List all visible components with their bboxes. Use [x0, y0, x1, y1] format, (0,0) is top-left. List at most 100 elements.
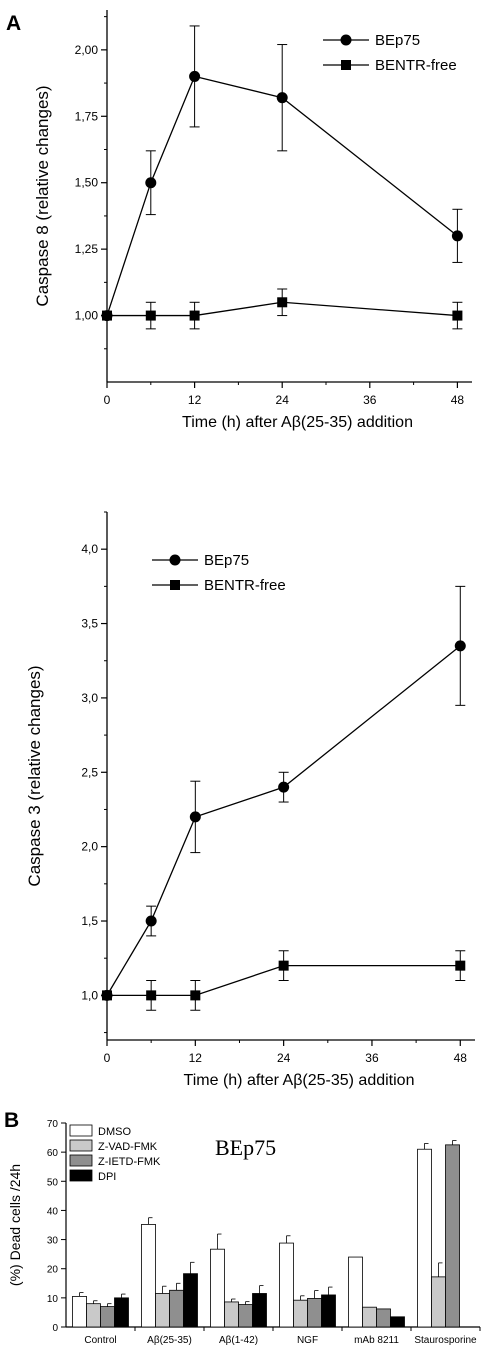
x-tick-label: Control	[84, 1335, 116, 1346]
legend-label: Z-VAD-FMK	[98, 1141, 158, 1153]
data-point	[452, 310, 463, 321]
data-point	[451, 230, 463, 242]
data-point	[145, 177, 157, 189]
bar	[100, 1306, 115, 1328]
y-axis-label: Caspase 8 (relative changes)	[33, 85, 52, 306]
legend-label: DPI	[98, 1171, 116, 1183]
bar	[390, 1316, 405, 1328]
x-tick-label: NGF	[297, 1335, 318, 1346]
x-tick-label: 12	[189, 1051, 203, 1065]
legend-label: BEp75	[375, 32, 420, 49]
y-tick-label: 3,5	[81, 617, 98, 631]
x-tick-label: 24	[277, 1051, 291, 1065]
y-tick-label: 0	[52, 1323, 58, 1334]
y-tick-label: 30	[47, 1236, 59, 1247]
legend-marker	[340, 34, 352, 46]
bar	[307, 1298, 322, 1328]
dead-cells-bar-chart: 0 10 20 30 40 50 60 70 (%) Dead cells /24h BEp75 C…	[7, 1119, 481, 1346]
legend-swatch	[69, 1169, 93, 1182]
y-tick-label: 2,00	[75, 43, 99, 57]
data-point	[276, 92, 288, 104]
legend-marker	[170, 580, 180, 590]
bar	[210, 1248, 225, 1328]
legend-label: BENTR-free	[204, 577, 286, 594]
y-tick-label: 1,5	[81, 914, 98, 928]
y-tick-label: 1,25	[75, 242, 99, 256]
legend-marker	[169, 554, 181, 566]
y-tick-label: 2,0	[81, 840, 98, 854]
legend-label: DMSO	[98, 1126, 131, 1138]
data-point	[278, 960, 289, 971]
data-point	[145, 310, 156, 321]
legend-label: BEp75	[204, 552, 249, 569]
y-axis-label: (%) Dead cells /24h	[7, 1164, 23, 1286]
legend-swatch	[69, 1124, 93, 1137]
data-point	[278, 781, 290, 793]
data-point	[189, 310, 200, 321]
bar	[238, 1304, 253, 1328]
y-tick-label: 1,0	[81, 988, 98, 1002]
y-tick-label: 60	[47, 1148, 59, 1159]
x-tick-label: 0	[104, 1051, 111, 1065]
x-axis-label: Time (h) after Aβ(25-35) addition	[184, 1072, 415, 1089]
x-tick-label: 36	[365, 1051, 379, 1065]
bar	[183, 1273, 198, 1328]
caspase3-line-chart: 0 12 24 36 48 1,0 1,5 2,0 2,5 3,0 3,5 4,0 Caspase 3 …	[25, 511, 475, 1089]
data-point	[189, 811, 201, 823]
y-axis-label: Caspase 3 (relative changes)	[25, 665, 44, 886]
bar	[86, 1303, 101, 1328]
data-point	[454, 640, 466, 652]
bar	[224, 1301, 239, 1328]
bar	[348, 1256, 363, 1328]
x-tick-label: Staurosporine	[414, 1335, 477, 1346]
x-tick-label: 24	[276, 393, 290, 407]
y-tick-label: 70	[47, 1119, 59, 1130]
y-tick-label: 1,00	[75, 309, 99, 323]
x-tick-label: 48	[454, 1051, 468, 1065]
bar	[445, 1144, 460, 1328]
series-line-bep75	[106, 645, 461, 996]
bar	[376, 1308, 391, 1328]
x-axis-label: Time (h) after Aβ(25-35) addition	[182, 414, 413, 431]
y-tick-label: 10	[47, 1294, 59, 1305]
bar	[114, 1297, 129, 1328]
x-tick-label: 0	[104, 393, 111, 407]
x-tick-label: Aβ(1-42)	[219, 1335, 258, 1346]
x-tick-label: 48	[451, 393, 465, 407]
y-tick-label: 2,5	[81, 765, 98, 779]
legend-label: BENTR-free	[375, 57, 457, 74]
legend-swatch	[69, 1154, 93, 1167]
bar	[293, 1299, 308, 1328]
legend-label: Z-IETD-FMK	[98, 1156, 161, 1168]
data-point	[145, 915, 157, 927]
bar	[72, 1296, 87, 1328]
bar	[321, 1294, 336, 1328]
x-tick-label: mAb 8211	[354, 1335, 399, 1346]
bar	[417, 1148, 432, 1328]
y-tick-label: 3,0	[81, 691, 98, 705]
x-tick-label: 12	[188, 393, 202, 407]
y-tick-label: 40	[47, 1206, 59, 1217]
bar	[279, 1242, 294, 1328]
data-point	[102, 990, 112, 1001]
bar	[141, 1224, 156, 1328]
y-tick-label: 1,50	[75, 176, 99, 190]
x-tick-label: 36	[363, 393, 377, 407]
bar	[431, 1276, 446, 1328]
bar	[362, 1306, 377, 1328]
data-point	[189, 70, 201, 82]
bar	[169, 1289, 184, 1328]
bar	[155, 1293, 170, 1328]
panel-label-b: B	[4, 1109, 19, 1132]
y-tick-label: 1,75	[75, 109, 99, 123]
data-point	[102, 310, 112, 321]
panel-label-a: A	[6, 12, 21, 35]
data-point	[146, 990, 157, 1001]
data-point	[190, 990, 201, 1001]
y-tick-label: 20	[47, 1265, 59, 1276]
y-tick-label: 50	[47, 1177, 59, 1188]
caspase8-line-chart: 0 12 24 36 48 1,00 1,25 1,50 1,75 2,00 Caspase 8 (…	[33, 10, 472, 431]
bar	[252, 1293, 267, 1328]
legend-marker	[341, 60, 351, 70]
